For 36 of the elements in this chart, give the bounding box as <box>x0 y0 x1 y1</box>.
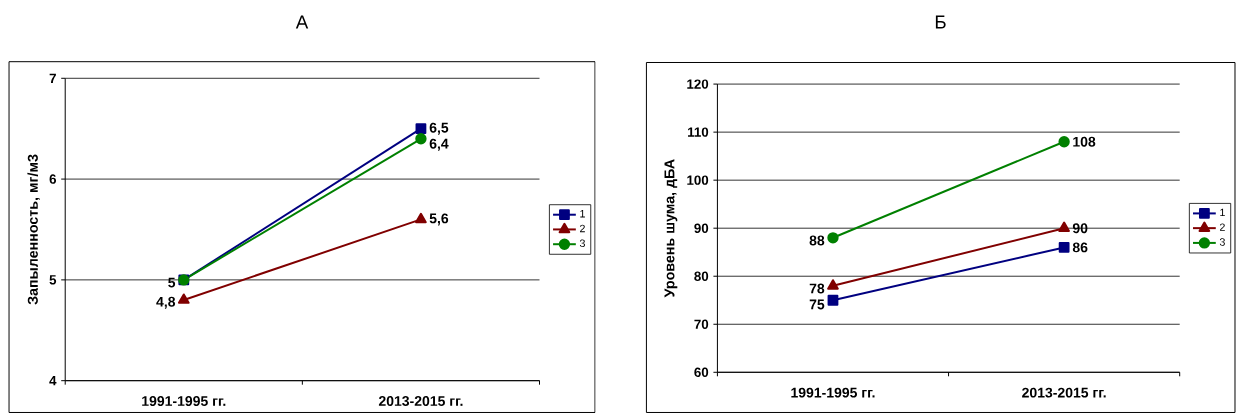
y-axis-title: Уровень шума, дБА <box>664 159 678 298</box>
chart-title: Б <box>935 15 946 29</box>
chart-title: А <box>295 15 309 29</box>
data-label: 6,4 <box>429 138 449 151</box>
legend-label: 3 <box>1219 238 1225 246</box>
x-tick-label: 1991-1995 гг. <box>791 387 875 398</box>
data-label: 75 <box>809 299 825 310</box>
y-tick-label: 100 <box>687 175 709 185</box>
y-tick-label: 7 <box>49 73 56 83</box>
data-label: 88 <box>809 235 825 246</box>
data-label: 4,8 <box>156 296 176 309</box>
data-label: 86 <box>1072 242 1088 253</box>
y-tick-label: 5 <box>49 275 57 285</box>
data-label: 5 <box>168 277 176 288</box>
x-tick-label: 1991-1995 гг. <box>142 396 226 406</box>
legend-label: 3 <box>579 239 585 248</box>
y-tick-label: 80 <box>694 271 709 281</box>
legend-label: 2 <box>580 224 585 233</box>
data-label: 5,6 <box>429 213 449 226</box>
data-label: 78 <box>809 283 825 294</box>
y-tick-label: 90 <box>694 223 709 233</box>
y-axis-title: Запыленность, мг/м3 <box>27 154 40 305</box>
data-label: 90 <box>1072 223 1088 234</box>
y-tick-label: 110 <box>688 127 709 137</box>
legend-label: 1 <box>580 210 585 218</box>
x-tick-label: 2013-2015 гг. <box>378 396 463 406</box>
y-tick-label: 60 <box>694 367 709 377</box>
x-tick-label: 2013-2015 гг. <box>1022 387 1106 398</box>
data-label: 108 <box>1073 136 1096 147</box>
y-tick-label: 6 <box>49 174 57 184</box>
y-tick-label: 70 <box>694 319 709 329</box>
data-label: 6,5 <box>429 122 449 135</box>
legend-label: 2 <box>1219 223 1225 231</box>
y-tick-label: 120 <box>687 79 709 89</box>
y-tick-label: 4 <box>49 376 57 386</box>
legend-label: 1 <box>1220 208 1225 217</box>
